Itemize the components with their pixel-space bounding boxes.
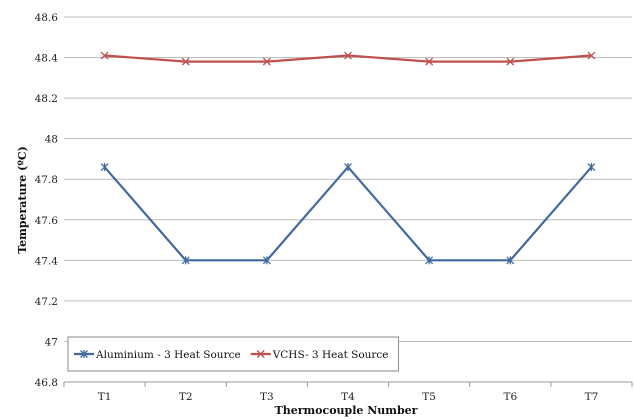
legend-marker (80, 350, 88, 358)
data-point (344, 163, 352, 172)
legend: Aluminium - 3 Heat Source VCHS- 3 Heat So… (67, 336, 400, 372)
data-point (587, 163, 596, 172)
series-group (100, 163, 596, 265)
data-point (181, 256, 190, 265)
legend-marker (256, 350, 265, 358)
x-tick-label: T4 (341, 391, 355, 403)
y-tick-label: 48.6 (35, 12, 59, 24)
legend-label: VCHS- 3 Heat Source (272, 349, 389, 361)
gridlines (64, 16, 632, 342)
legend-box (67, 336, 400, 372)
x-tick-label: T2 (179, 391, 193, 403)
y-axis-ticks: 46.8 47 47.2 47.4 47.6 47.8 48 48.2 48.4 48.6 (35, 12, 59, 389)
y-tick-label: 47.8 (35, 174, 58, 186)
data-point (262, 57, 271, 66)
x-tick-label: T1 (98, 391, 112, 403)
data-point (262, 256, 271, 265)
data-point (181, 57, 190, 66)
y-tick-label: 47.4 (35, 255, 59, 267)
y-tick-label: 46.8 (35, 377, 58, 389)
y-tick-label: 47.2 (35, 296, 58, 308)
series-layer (100, 51, 596, 265)
data-point (587, 51, 596, 60)
y-tick-label: 47 (45, 336, 58, 348)
data-point (506, 57, 515, 66)
y-tick-label: 48 (45, 134, 58, 146)
data-point (344, 51, 352, 60)
legend-label: Aluminium - 3 Heat Source (95, 349, 241, 361)
y-tick-label: 48.2 (35, 93, 58, 105)
series-line (103, 165, 593, 262)
series-group (100, 51, 596, 66)
x-tick-label: T5 (422, 391, 436, 403)
data-point (425, 57, 434, 66)
data-point (100, 163, 109, 172)
y-axis-title: Temperature (ºC) (16, 146, 29, 254)
x-tick-label: T3 (260, 391, 274, 403)
x-axis-title: Thermocouple Number (275, 404, 418, 417)
data-point (425, 256, 434, 265)
x-tick-label: T6 (503, 391, 517, 403)
data-point (100, 51, 109, 60)
y-tick-label: 48.4 (35, 53, 59, 65)
x-axis-ticks: T1 T2 T3 T4 T5 T6 T7 (63, 382, 633, 403)
x-tick-label: T7 (585, 391, 599, 403)
y-tick-label: 47.6 (35, 215, 59, 227)
data-point (506, 256, 515, 265)
